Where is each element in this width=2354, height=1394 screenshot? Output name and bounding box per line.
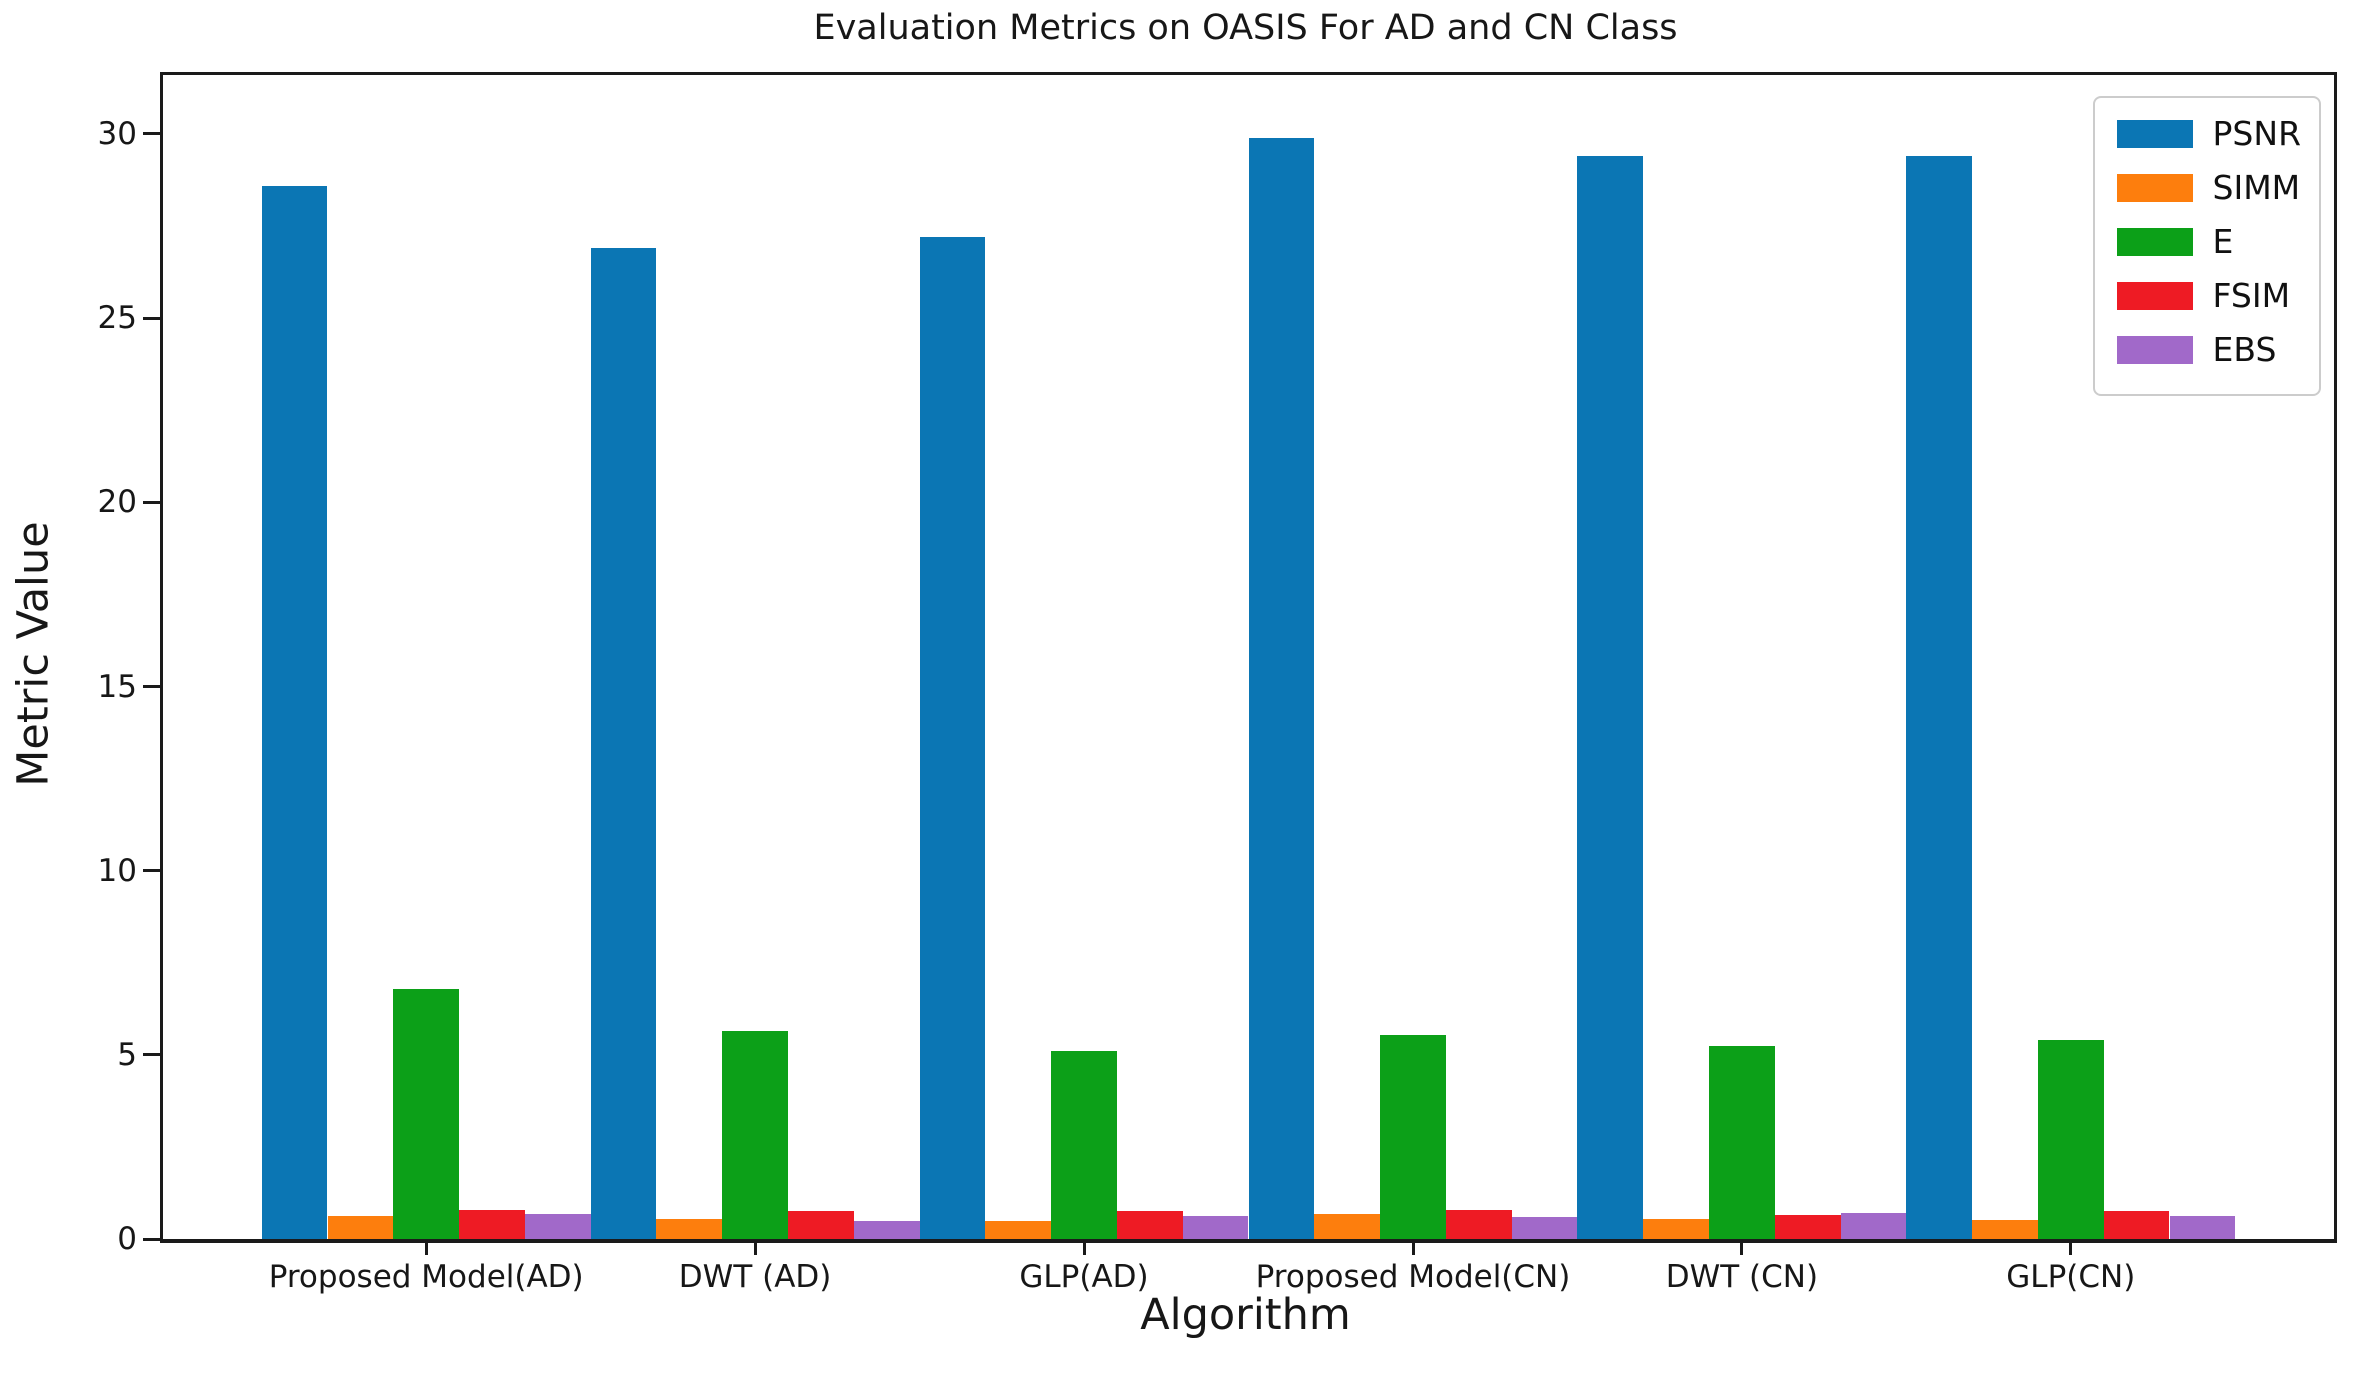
bar-simm-glp-cn bbox=[1972, 1219, 2038, 1239]
legend-swatch-ebs bbox=[2116, 335, 2193, 364]
bar-fsim-dwt-ad bbox=[788, 1211, 854, 1239]
bar-psnr-proposed-model-ad bbox=[261, 185, 328, 1239]
bar-e-dwt-cn bbox=[1709, 1045, 1775, 1239]
bar-simm-dwt-ad bbox=[656, 1219, 723, 1239]
bar-psnr-proposed-model-cn bbox=[1248, 137, 1315, 1239]
bar-ebs-dwt-ad bbox=[853, 1220, 920, 1239]
x-tick-label-proposed-model-cn: Proposed Model(CN) bbox=[1255, 1259, 1571, 1295]
bar-psnr-glp-cn bbox=[1906, 156, 1973, 1239]
x-tick-mark bbox=[424, 1239, 428, 1255]
plot-area: 0 5 10 15 20 25 30 Proposed Model(AD) DWT (AD) G… bbox=[98, 72, 2337, 1295]
x-tick-mark bbox=[753, 1239, 757, 1255]
y-tick-label: 5 bbox=[117, 1036, 137, 1073]
y-tick-mark bbox=[143, 500, 160, 504]
x-tick-mark bbox=[1740, 1239, 1744, 1255]
chart-title: Evaluation Metrics on OASIS For AD and C… bbox=[813, 8, 1678, 48]
x-tick-mark bbox=[2069, 1239, 2073, 1255]
legend-swatch-simm bbox=[2116, 173, 2193, 202]
y-tick-mark bbox=[143, 869, 160, 873]
x-tick-label-glp-cn: GLP(CN) bbox=[2006, 1259, 2136, 1295]
bar-fsim-glp-ad bbox=[1116, 1211, 1183, 1239]
y-axis-label: Metric Value bbox=[9, 521, 59, 787]
legend-label-ebs: EBS bbox=[2212, 330, 2277, 369]
bar-fsim-proposed-model-cn bbox=[1445, 1209, 1512, 1239]
bar-psnr-glp-ad bbox=[919, 237, 986, 1239]
bar-fsim-proposed-model-ad bbox=[459, 1209, 525, 1239]
bar-e-proposed-model-cn bbox=[1380, 1034, 1446, 1239]
bar-e-glp-ad bbox=[1051, 1051, 1117, 1239]
legend-item-simm: SIMM bbox=[2116, 168, 2301, 207]
legend-swatch-e bbox=[2116, 227, 2193, 256]
y-tick-label: 30 bbox=[97, 115, 137, 152]
bar-simm-proposed-model-cn bbox=[1314, 1214, 1381, 1239]
bar-simm-glp-ad bbox=[985, 1221, 1052, 1239]
legend-item-ebs: EBS bbox=[2116, 330, 2301, 369]
legend-item-e: E bbox=[2116, 222, 2301, 261]
legend-label-fsim: FSIM bbox=[2212, 276, 2291, 315]
y-tick-label: 25 bbox=[97, 300, 137, 337]
bar-psnr-dwt-ad bbox=[590, 248, 657, 1239]
y-tick-label: 15 bbox=[97, 668, 137, 705]
bar-ebs-proposed-model-cn bbox=[1511, 1216, 1578, 1239]
legend-label-psnr: PSNR bbox=[2212, 114, 2301, 153]
bar-ebs-dwt-cn bbox=[1840, 1212, 1907, 1239]
x-tick-label-proposed-model-ad: Proposed Model(AD) bbox=[268, 1259, 584, 1295]
legend-label-e: E bbox=[2212, 222, 2234, 261]
y-tick-label: 20 bbox=[97, 484, 137, 521]
y-tick-label: 10 bbox=[97, 852, 137, 889]
bar-fsim-dwt-cn bbox=[1774, 1214, 1841, 1239]
bar-simm-dwt-cn bbox=[1643, 1219, 1709, 1239]
bar-simm-proposed-model-ad bbox=[327, 1216, 394, 1239]
x-tick-mark bbox=[1082, 1239, 1086, 1255]
y-tick-mark bbox=[143, 685, 160, 688]
legend-swatch-psnr bbox=[2116, 119, 2193, 148]
legend-label-simm: SIMM bbox=[2212, 168, 2301, 207]
y-tick-mark bbox=[143, 316, 160, 320]
bar-e-glp-cn bbox=[2038, 1040, 2104, 1239]
bar-psnr-dwt-cn bbox=[1577, 156, 1644, 1239]
legend-item-psnr: PSNR bbox=[2116, 114, 2301, 153]
legend-item-fsim: FSIM bbox=[2116, 276, 2301, 315]
x-tick-mark bbox=[1411, 1239, 1415, 1255]
bar-fsim-glp-cn bbox=[2103, 1211, 2170, 1239]
bar-e-dwt-ad bbox=[722, 1030, 788, 1239]
y-tick-mark bbox=[143, 132, 160, 136]
y-tick-label: 0 bbox=[117, 1221, 137, 1257]
legend: PSNR SIMM E FSIM EBS bbox=[2092, 96, 2321, 396]
bar-ebs-glp-ad bbox=[1182, 1215, 1249, 1239]
x-tick-label-dwt-ad: DWT (AD) bbox=[678, 1259, 832, 1295]
bar-ebs-proposed-model-ad bbox=[524, 1214, 591, 1239]
y-tick-mark bbox=[143, 1053, 160, 1057]
x-tick-label-dwt-cn: DWT (CN) bbox=[1665, 1259, 1819, 1295]
x-axis-label: Algorithm bbox=[1140, 1290, 1351, 1340]
x-tick-label-glp-ad: GLP(AD) bbox=[1019, 1259, 1149, 1295]
bar-e-proposed-model-ad bbox=[393, 988, 460, 1239]
legend-swatch-fsim bbox=[2116, 281, 2193, 310]
bar-ebs-glp-cn bbox=[2169, 1215, 2236, 1239]
y-tick-mark bbox=[143, 1237, 160, 1241]
